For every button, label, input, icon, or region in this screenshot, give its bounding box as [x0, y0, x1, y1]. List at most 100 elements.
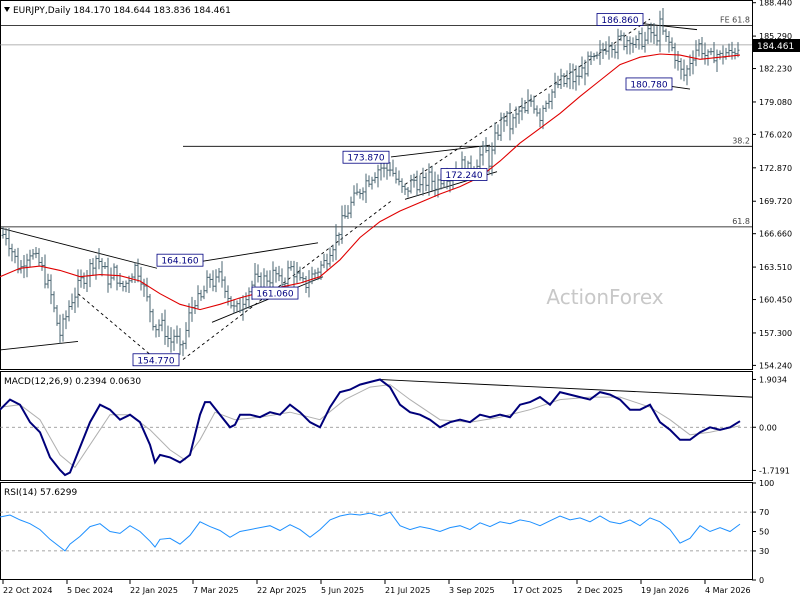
- price-bar: [1, 226, 5, 239]
- price-bar: [562, 73, 566, 87]
- price-bar: [361, 187, 365, 201]
- price-bar: [406, 187, 410, 198]
- price-bar: [514, 106, 518, 128]
- price-bar: [526, 89, 530, 114]
- price-bar: [655, 26, 659, 46]
- swing-label-text: 186.860: [601, 16, 638, 26]
- price-y-tick-label: 154.240: [759, 361, 792, 370]
- price-bar: [499, 112, 503, 142]
- price-bar: [682, 59, 686, 82]
- price-bar: [511, 113, 515, 135]
- price-bar: [424, 172, 428, 192]
- price-bar: [274, 266, 278, 283]
- x-tick-label: 7 Mar 2025: [193, 586, 239, 595]
- price-bar: [121, 280, 125, 292]
- swing-label-box: [156, 253, 204, 267]
- price-bar: [58, 314, 62, 344]
- price-bar: [388, 162, 392, 177]
- price-bar: [703, 42, 707, 65]
- level-label: 61.8: [732, 217, 750, 226]
- price-bar: [532, 95, 536, 114]
- price-bar: [160, 313, 164, 332]
- price-bar: [712, 41, 716, 64]
- price-bar: [346, 205, 350, 220]
- price-bar: [391, 159, 395, 177]
- price-bar: [607, 36, 611, 60]
- price-bar: [409, 174, 413, 194]
- price-bar: [397, 170, 401, 186]
- price-bar: [298, 266, 302, 281]
- price-bar: [430, 166, 434, 191]
- price-bar: [103, 261, 107, 269]
- price-bar: [247, 287, 251, 309]
- price-bar: [505, 110, 509, 127]
- trendline: [77, 293, 157, 360]
- price-bar: [256, 264, 260, 283]
- price-moving-average: [0, 53, 741, 311]
- swing-label-box: [596, 13, 644, 26]
- swing-label-box: [251, 286, 299, 300]
- price-bar: [676, 50, 680, 71]
- macd-lines: [0, 378, 753, 477]
- price-bar: [4, 228, 8, 246]
- macd-trendline: [379, 379, 753, 398]
- price-bar: [289, 260, 293, 271]
- macd-header-text: MACD(12,26,9) 0.2394 0.0630: [4, 377, 141, 387]
- swing-label-box: [625, 77, 673, 91]
- price-bar: [358, 188, 362, 199]
- price-y-tick-label: 157.300: [759, 329, 792, 338]
- price-bar: [211, 270, 215, 292]
- price-bar: [736, 42, 740, 58]
- swing-label: 161.060: [251, 286, 299, 300]
- price-bar: [727, 43, 731, 58]
- rsi-y-tick-label: 30: [759, 547, 769, 556]
- price-bar: [124, 280, 128, 293]
- price-bar: [664, 28, 668, 42]
- price-bar: [142, 278, 146, 297]
- price-bar: [385, 163, 389, 180]
- price-bar: [196, 285, 200, 310]
- trendline: [184, 242, 319, 265]
- price-y-tick-label: 185.290: [759, 32, 792, 41]
- price-bar: [163, 309, 167, 345]
- price-bar: [115, 264, 119, 291]
- price-bar: [433, 171, 437, 197]
- price-bar: [613, 44, 617, 59]
- price-bar: [520, 97, 524, 121]
- price-bar: [586, 51, 590, 77]
- price-bar: [307, 270, 311, 298]
- price-bar: [67, 300, 71, 322]
- price-bar: [73, 287, 77, 314]
- trendline: [0, 227, 158, 269]
- x-tick-label: 2 Dec 2025: [577, 586, 623, 595]
- price-bar: [154, 324, 158, 338]
- trendline: [0, 340, 79, 351]
- price-panel: ActionForex FE 61.8 38.2 61.8 186.860 180.7…: [0, 0, 800, 370]
- price-panel-frame: [0, 0, 753, 370]
- price-bar: [235, 300, 239, 313]
- price-bar: [7, 228, 11, 257]
- price-bar: [418, 175, 422, 193]
- price-bar: [322, 253, 326, 269]
- price-bar: [238, 297, 242, 313]
- macd-line: [0, 378, 741, 477]
- price-bar: [340, 205, 344, 244]
- price-bar: [379, 161, 383, 181]
- price-bar: [571, 63, 575, 90]
- price-bar: [595, 51, 599, 60]
- price-bar: [436, 174, 440, 198]
- price-bar: [169, 327, 173, 353]
- price-bar: [364, 173, 368, 204]
- price-header-text: EURJPY,Daily 184.170 184.644 183.836 184…: [13, 6, 231, 16]
- price-bar: [112, 263, 116, 281]
- price-bar: [553, 72, 557, 99]
- price-y-tick-label: 169.720: [759, 197, 792, 206]
- price-bar: [52, 291, 56, 313]
- price-bar: [646, 24, 650, 45]
- price-bar: [541, 105, 545, 130]
- x-tick-label: 22 Oct 2024: [3, 586, 52, 595]
- swing-label-text: 180.780: [630, 80, 667, 90]
- x-tick-label: 21 Jul 2025: [385, 586, 430, 595]
- swing-label: 186.860: [596, 13, 644, 26]
